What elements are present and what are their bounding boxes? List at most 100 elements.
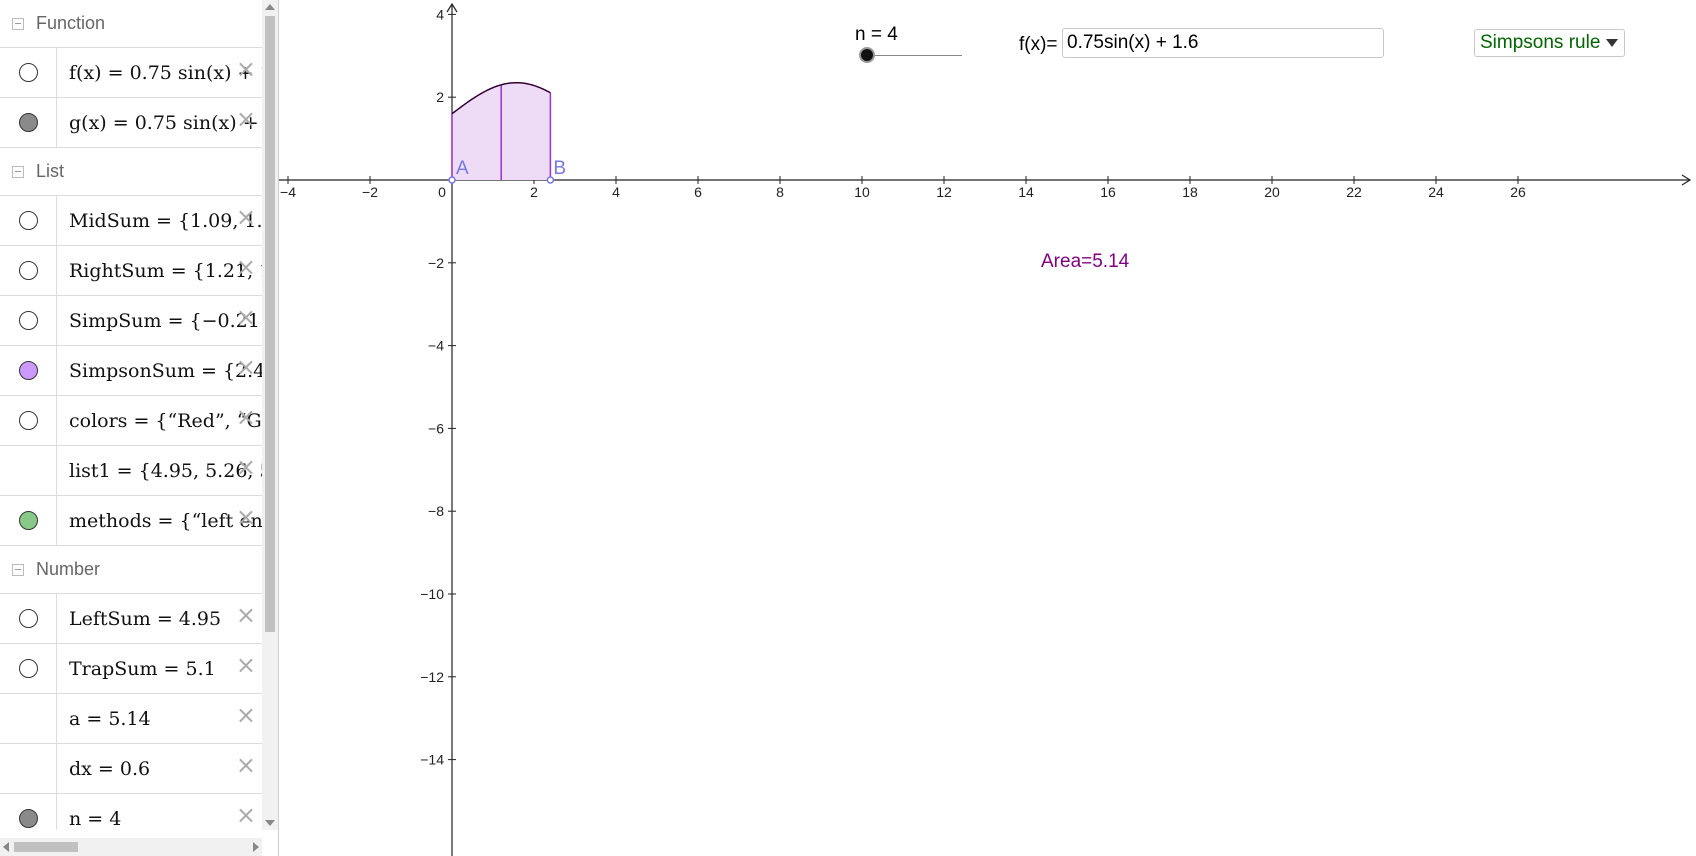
algebra-expression[interactable]: RightSum = {1.21, 1 [69,259,262,282]
x-tick-label: 22 [1346,184,1362,200]
delete-icon[interactable]: × [235,303,256,331]
delete-icon[interactable]: × [235,601,256,629]
x-tick-label: −2 [362,184,378,200]
visibility-toggle-cell[interactable] [0,496,57,545]
point-b-label: B [553,158,566,179]
delete-icon[interactable]: × [235,453,256,481]
visibility-toggle-cell[interactable] [0,246,57,295]
x-tick-label: 6 [694,184,702,200]
algebra-row[interactable]: n = 4 × [0,794,262,830]
x-tick-label: 4 [612,184,620,200]
algebra-row[interactable]: a = 5.14 × [0,694,262,744]
vertical-scroll-thumb[interactable] [265,16,275,632]
scroll-down-arrow-icon[interactable] [265,820,275,826]
group-header-list[interactable]: List [0,148,262,196]
algebra-row[interactable]: RightSum = {1.21, 1 × [0,246,262,296]
delete-icon[interactable]: × [235,701,256,729]
x-tick-label: 16 [1100,184,1116,200]
delete-icon[interactable]: × [235,503,256,531]
algebra-row[interactable]: LeftSum = 4.95 × [0,594,262,644]
visibility-toggle-cell[interactable] [0,594,57,643]
algebra-expression[interactable]: SimpsonSum = {2.4, [69,359,262,382]
dropdown-caret-icon [1606,39,1619,47]
algebra-row[interactable]: TrapSum = 5.1 × [0,644,262,694]
algebra-row[interactable]: g(x) = 0.75 sin(x) + 1.6× [0,98,262,148]
x-tick-label: 14 [1018,184,1034,200]
visibility-on-icon[interactable] [18,511,38,530]
algebra-expression[interactable]: MidSum = {1.09, 1.3 [69,209,262,232]
algebra-row[interactable]: list1 = {4.95, 5.26, 5 × [0,446,262,496]
visibility-toggle-cell[interactable] [0,794,57,830]
group-header-function[interactable]: Function [0,0,262,48]
point-a[interactable] [448,176,456,184]
visibility-toggle-cell[interactable] [0,98,57,147]
visibility-toggle-cell[interactable] [0,296,57,345]
delete-icon[interactable]: × [235,403,256,431]
collapse-icon[interactable] [12,165,24,178]
visibility-toggle-cell[interactable] [0,196,57,245]
algebra-expression[interactable]: SimpSum = {−0.21 [69,309,260,332]
visibility-off-icon[interactable] [18,261,38,280]
delete-icon[interactable]: × [235,253,256,281]
y-tick-label: 4 [436,6,444,22]
algebra-row[interactable]: f(x) = 0.75 sin(x) + 1.6× [0,48,262,98]
method-dropdown-value: Simpsons rule [1480,32,1601,53]
algebra-expression[interactable]: TrapSum = 5.1 [69,657,216,680]
algebra-expression[interactable]: dx = 0.6 [69,757,151,780]
group-name: Number [36,559,101,579]
point-b[interactable] [546,176,555,184]
horizontal-scroll-thumb[interactable] [14,842,78,852]
scroll-left-arrow-icon[interactable] [3,842,9,852]
visibility-toggle-cell[interactable] [0,48,57,97]
algebra-row[interactable]: dx = 0.6 × [0,744,262,794]
algebra-expression[interactable]: n = 4 [69,807,122,830]
delete-icon[interactable]: × [235,751,256,779]
scroll-right-arrow-icon[interactable] [253,842,259,852]
visibility-on-icon[interactable] [18,809,38,828]
slider-knob[interactable] [859,47,875,63]
algebra-expression[interactable]: a = 5.14 [69,707,151,730]
slider-track[interactable] [867,55,962,56]
visibility-toggle-cell[interactable] [0,396,57,445]
function-input[interactable] [1062,28,1384,58]
scroll-up-arrow-icon[interactable] [265,4,275,10]
visibility-off-icon[interactable] [18,609,38,628]
function-curve [451,81,551,115]
visibility-toggle-cell[interactable] [0,644,57,693]
horizontal-scrollbar[interactable] [0,838,262,856]
vertical-scrollbar[interactable] [262,0,278,830]
group-name: Function [36,13,106,33]
algebra-row[interactable]: SimpSum = {−0.21 × [0,296,262,346]
algebra-expression[interactable]: g(x) = 0.75 sin(x) + 1.6 [69,111,262,134]
coordinate-plane[interactable]: −4 −2 0 2 4 6 8 10 12 14 16 18 20 22 24 2642−2−4−6−8−10… [279,0,1696,856]
delete-icon[interactable]: × [235,801,256,829]
collapse-icon[interactable] [12,17,24,30]
visibility-off-icon[interactable] [18,311,38,330]
delete-icon[interactable]: × [235,651,256,679]
delete-icon[interactable]: × [235,55,256,83]
algebra-row[interactable]: methods = {“left end × [0,496,262,546]
y-tick-label: 2 [436,89,444,105]
graphics-view[interactable]: −4 −2 0 2 4 6 8 10 12 14 16 18 20 22 24 26 4 2 −2 −4 −6 −8 −10… [279,0,1696,856]
algebra-expression[interactable]: f(x) = 0.75 sin(x) + 1.6 [69,61,262,84]
visibility-off-icon[interactable] [18,63,38,82]
algebra-expression[interactable]: methods = {“left end [69,509,262,532]
visibility-on-icon[interactable] [18,361,38,380]
algebra-row[interactable]: colors = {“Red”, “Gre × [0,396,262,446]
visibility-off-icon[interactable] [18,411,38,430]
visibility-off-icon[interactable] [18,211,38,230]
delete-icon[interactable]: × [235,203,256,231]
delete-icon[interactable]: × [235,353,256,381]
visibility-off-icon[interactable] [18,659,38,678]
algebra-expression[interactable]: colors = {“Red”, “Gre [69,409,262,432]
algebra-expression[interactable]: LeftSum = 4.95 [69,607,222,630]
method-dropdown[interactable]: Simpsons rule [1474,29,1626,57]
group-header-number[interactable]: Number [0,546,262,594]
visibility-toggle-cell[interactable] [0,346,57,395]
delete-icon[interactable]: × [235,105,256,133]
algebra-expression[interactable]: list1 = {4.95, 5.26, 5 [69,459,262,482]
algebra-row[interactable]: SimpsonSum = {2.4, × [0,346,262,396]
collapse-icon[interactable] [12,563,24,576]
algebra-row[interactable]: MidSum = {1.09, 1.3 × [0,196,262,246]
visibility-on-icon[interactable] [18,113,38,132]
